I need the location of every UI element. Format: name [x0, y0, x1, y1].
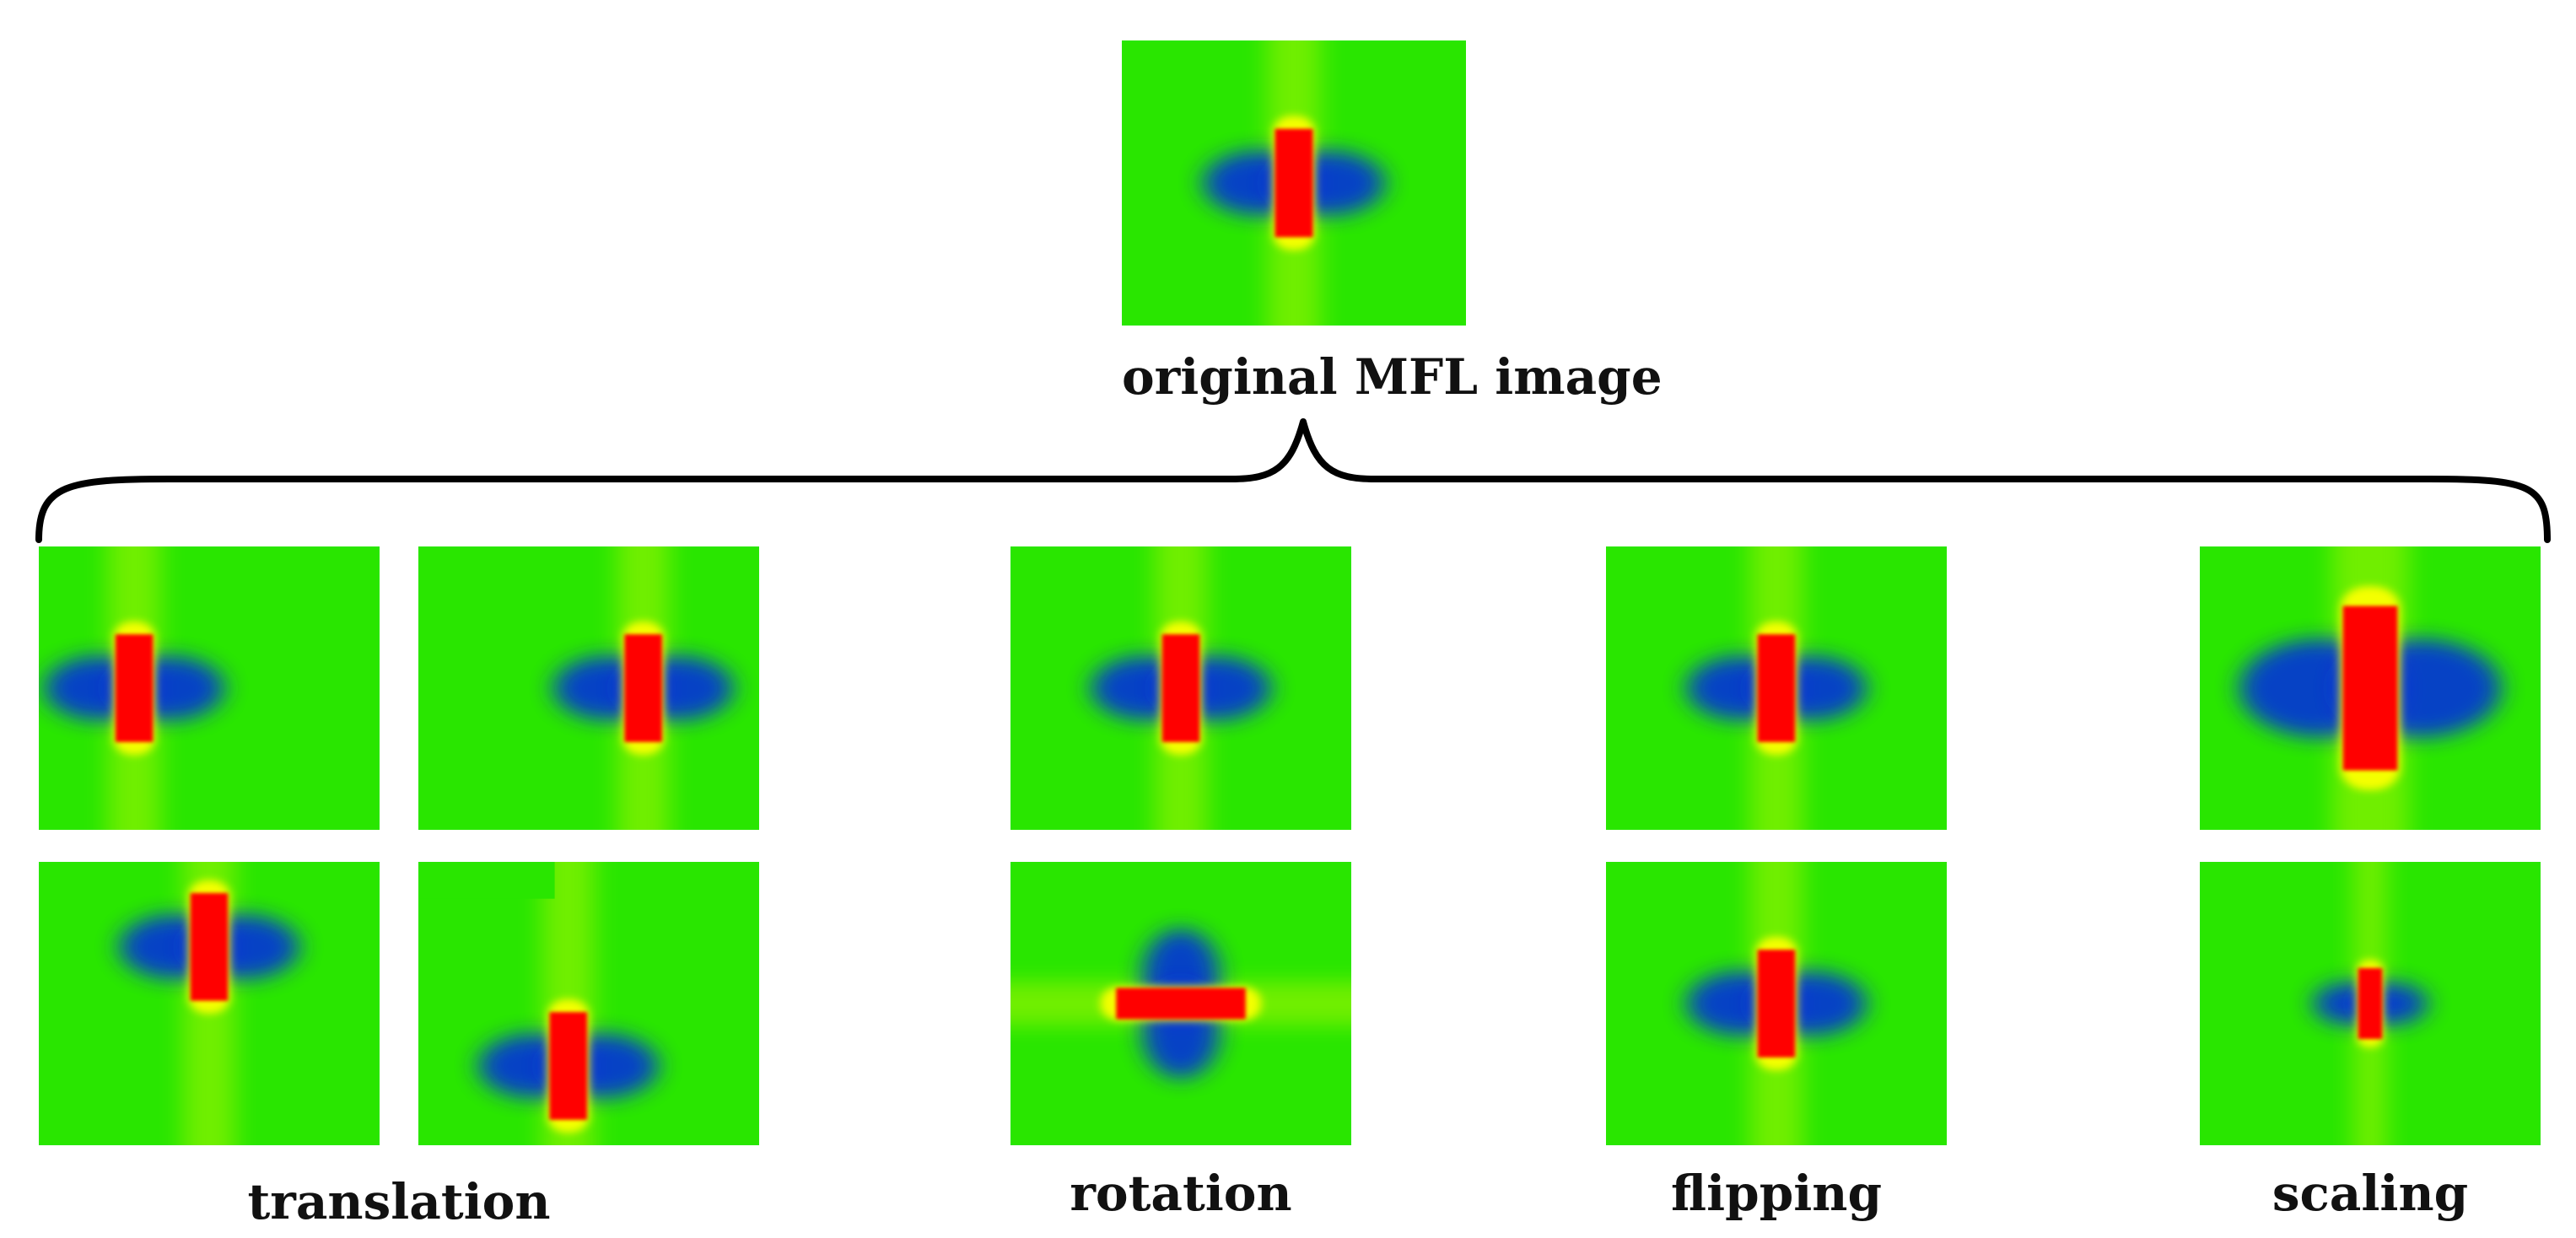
translation-image-3 [39, 862, 380, 1145]
mfl-signal [552, 546, 734, 830]
scaling-image-2 [2200, 862, 2541, 1145]
mfl-signal [44, 546, 224, 830]
flipping-image-2 [1606, 862, 1947, 1145]
translation-image-1 [39, 546, 380, 830]
rotation-image-1 [1010, 546, 1351, 830]
rotation-label: rotation [1070, 1165, 1292, 1222]
mfl-signal [478, 862, 659, 1145]
mfl-signal [2313, 862, 2428, 1145]
mfl-signal [1010, 928, 1351, 1079]
mfl-signal [2239, 546, 2502, 830]
translation-image-2 [418, 546, 759, 830]
mfl-signal [1686, 546, 1867, 830]
mfl-signal [1091, 546, 1271, 830]
original-mfl-image-label: original MFL image [1122, 348, 1663, 406]
flipping-image-1 [1606, 546, 1947, 830]
original-mfl-image [1122, 40, 1466, 326]
mfl-signal [119, 862, 299, 1145]
scaling-image-1 [2200, 546, 2541, 830]
mfl-signal [1686, 862, 1867, 1145]
flipping-label: flipping [1670, 1165, 1883, 1222]
translation-label: translation [247, 1173, 551, 1230]
rotation-image-2 [1010, 862, 1351, 1145]
mfl-signal [1203, 40, 1385, 326]
translation-image-4 [418, 862, 759, 1145]
scaling-label: scaling [2272, 1165, 2469, 1222]
